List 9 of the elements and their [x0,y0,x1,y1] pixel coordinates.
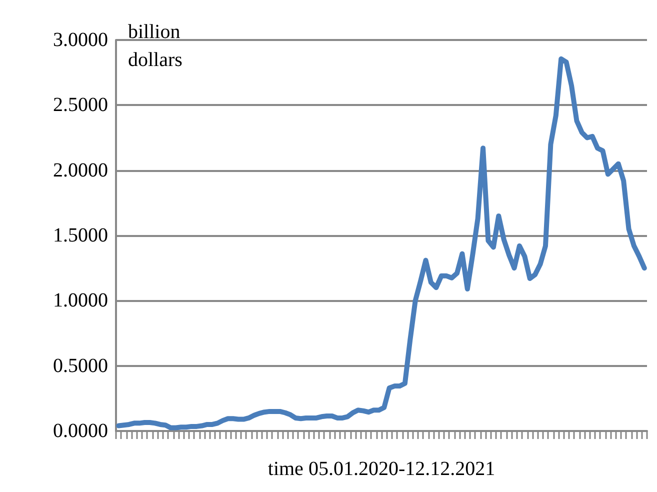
y-tick-label: 1.5000 [53,224,108,246]
annotation: billion dollars [128,21,186,71]
y-tick-label: 0.5000 [53,354,108,377]
y-tick-label: 2.5000 [53,94,108,116]
y-tick-label: 1.0000 [53,290,108,312]
y-tick-label: 3.0000 [53,29,108,51]
y-tick-label: 0.0000 [53,420,108,442]
y-tick-label: 2.0000 [53,159,108,182]
x-axis-title: time 05.01.2020-12.12.2021 [268,458,496,480]
